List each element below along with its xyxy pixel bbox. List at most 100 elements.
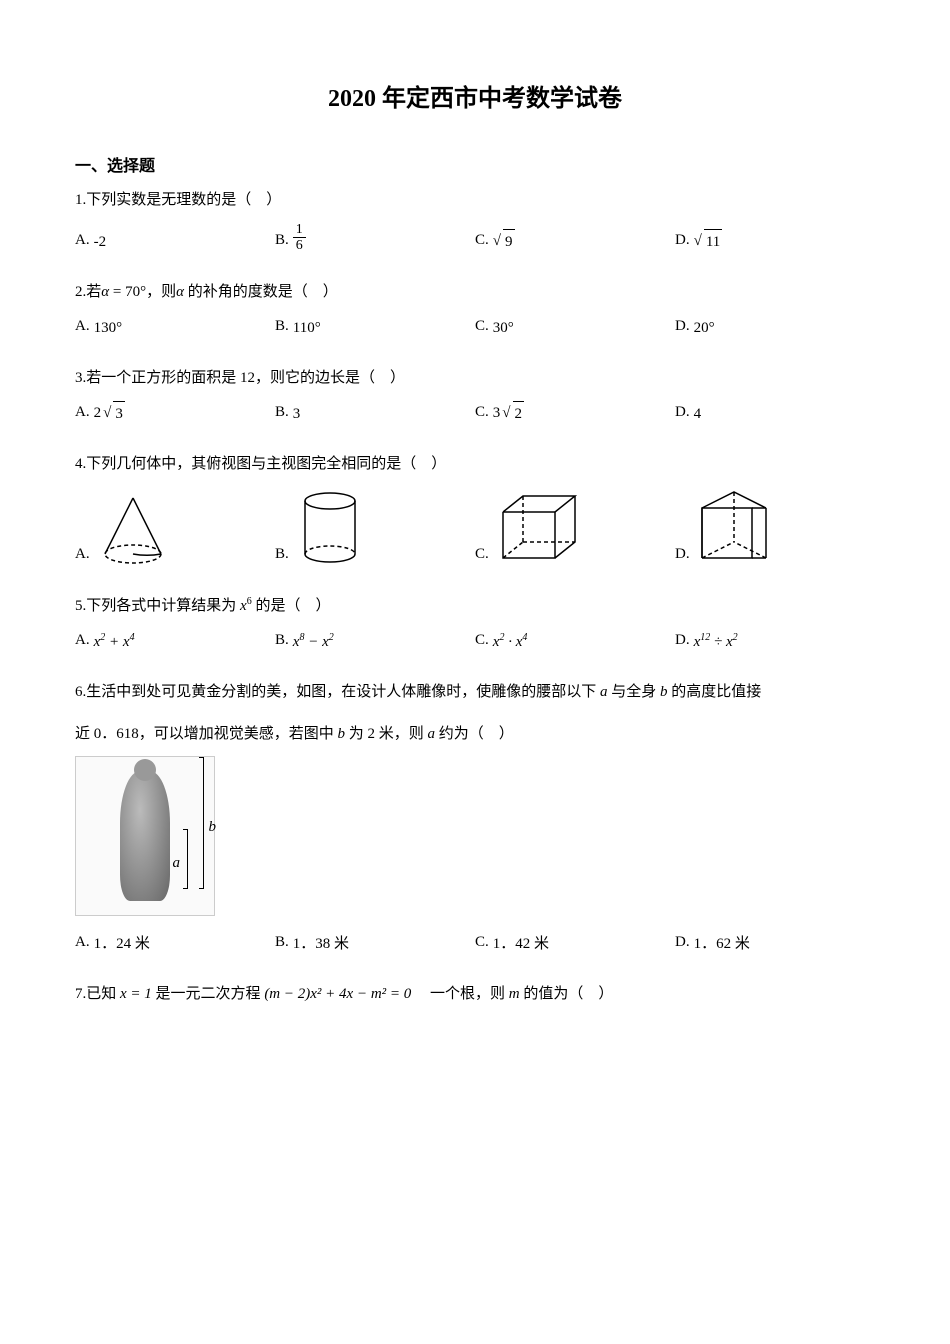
option-value: 1．62 米 xyxy=(694,932,750,956)
text: 近 0．618，可以增加视觉美感，若图中 xyxy=(75,726,334,742)
text: 的是（ ） xyxy=(255,598,330,614)
var-a: a xyxy=(600,684,608,700)
q1-stem: 1.下列实数是无理数的是（ ） xyxy=(75,188,875,212)
question-6: 6.生活中到处可见黄金分割的美，如图，在设计人体雕像时，使雕像的腰部以下 a 与… xyxy=(75,680,875,964)
question-4: 4.下列几何体中，其俯视图与主视图完全相同的是（ ） A. B. xyxy=(75,452,875,576)
option-letter: A. xyxy=(75,400,90,426)
q7-stem: 7.已知 x = 1 是一元二次方程 (m − 2)x² + 4x − m² =… xyxy=(75,982,875,1006)
cylinder-icon xyxy=(293,488,367,568)
option-B: B. 1 6 xyxy=(275,222,475,254)
option-value: 2√3 xyxy=(94,401,125,426)
option-value: 110° xyxy=(293,316,321,340)
text: 与全身 xyxy=(611,684,656,700)
q1-options: A. -2 B. 1 6 C. √9 D. √11 xyxy=(75,222,875,262)
coef: 3 xyxy=(493,401,501,425)
option-letter: A. xyxy=(75,314,90,340)
radicand: 3 xyxy=(113,401,125,426)
option-D: D.1．62 米 xyxy=(675,930,875,956)
option-letter: D. xyxy=(675,400,690,426)
option-C: C.30° xyxy=(475,314,675,340)
statue-box: b a xyxy=(75,756,215,916)
option-letter: A. xyxy=(75,628,90,654)
alpha: α xyxy=(176,284,184,300)
option-A: A.130° xyxy=(75,314,275,340)
var-a: a xyxy=(428,726,436,742)
q2-options: A.130° B.110° C.30° D.20° xyxy=(75,314,875,348)
q6-options: A.1．24 米 B.1．38 米 C.1．42 米 D.1．62 米 xyxy=(75,930,875,964)
label-a: a xyxy=(173,851,181,875)
expr: x12 ÷ x2 xyxy=(694,630,738,654)
q3-stem: 3.若一个正方形的面积是 12，则它的边长是（ ） xyxy=(75,366,875,390)
q6-stem-line1: 6.生活中到处可见黄金分割的美，如图，在设计人体雕像时，使雕像的腰部以下 a 与… xyxy=(75,680,875,704)
bracket-a xyxy=(183,829,188,889)
q4-options: A. B. xyxy=(75,486,875,576)
option-letter: A. xyxy=(75,542,90,568)
numerator: 1 xyxy=(293,222,306,238)
q3-options: A. 2√3 B.3 C. 3√2 D.4 xyxy=(75,400,875,434)
option-value: 4 xyxy=(694,402,702,426)
text: 7.已知 xyxy=(75,986,116,1002)
option-value: 3√2 xyxy=(493,401,524,426)
var-m: m xyxy=(509,986,520,1002)
option-letter: A. xyxy=(75,930,90,956)
question-7: 7.已知 x = 1 是一元二次方程 (m − 2)x² + 4x − m² =… xyxy=(75,982,875,1006)
option-value: 20° xyxy=(694,316,715,340)
text: 约为（ ） xyxy=(439,726,514,742)
text: 为 2 米，则 xyxy=(349,726,424,742)
cube-icon xyxy=(493,488,583,568)
option-B: B.3 xyxy=(275,400,475,426)
option-letter: D. xyxy=(675,228,690,254)
statue-figure: b a xyxy=(75,756,875,916)
text: ，则 xyxy=(146,284,176,300)
option-letter: D. xyxy=(675,628,690,654)
fraction: 1 6 xyxy=(293,222,306,254)
option-value: 130° xyxy=(94,316,123,340)
exponent: 6 xyxy=(247,596,252,607)
option-A: A. -2 xyxy=(75,222,275,254)
option-C: C. 3√2 xyxy=(475,400,675,426)
text: 的高度比值接 xyxy=(671,684,761,700)
text: 5.下列各式中计算结果为 xyxy=(75,598,236,614)
option-D: D. x12 ÷ x2 xyxy=(675,628,875,654)
option-letter: C. xyxy=(475,628,489,654)
var-b: b xyxy=(338,726,346,742)
option-C: C. x2 · x4 xyxy=(475,628,675,654)
question-5: 5.下列各式中计算结果为 x6 的是（ ） A. x2 + x4 B. x8 −… xyxy=(75,594,875,662)
bracket-b xyxy=(199,757,204,889)
option-letter: B. xyxy=(275,542,289,568)
text: 的值为（ ） xyxy=(523,986,613,1002)
question-1: 1.下列实数是无理数的是（ ） A. -2 B. 1 6 C. √9 D. √1… xyxy=(75,188,875,262)
option-value: 1．24 米 xyxy=(94,932,150,956)
option-B: B. x8 − x2 xyxy=(275,628,475,654)
option-C: C.1．42 米 xyxy=(475,930,675,956)
option-C: C. √9 xyxy=(475,222,675,254)
question-3: 3.若一个正方形的面积是 12，则它的边长是（ ） A. 2√3 B.3 C. … xyxy=(75,366,875,434)
option-letter: B. xyxy=(275,400,289,426)
text: 一个根，则 xyxy=(415,986,505,1002)
option-letter: B. xyxy=(275,930,289,956)
expr: x2 · x4 xyxy=(493,630,528,654)
option-A: A. 2√3 xyxy=(75,400,275,426)
cone-icon xyxy=(94,490,172,568)
option-letter: C. xyxy=(475,314,489,340)
eq-x1: x = 1 xyxy=(120,986,152,1002)
q6-stem-line2: 近 0．618，可以增加视觉美感，若图中 b 为 2 米，则 a 约为（ ） xyxy=(75,722,875,746)
text: 2.若 xyxy=(75,284,101,300)
section-header: 一、选择题 xyxy=(75,154,875,180)
option-letter: B. xyxy=(275,228,289,254)
option-A: A. xyxy=(75,490,275,568)
question-2: 2.若α = 70°，则α 的补角的度数是（ ） A.130° B.110° C… xyxy=(75,280,875,348)
option-letter: C. xyxy=(475,542,489,568)
option-letter: D. xyxy=(675,930,690,956)
text: 6.生活中到处可见黄金分割的美，如图，在设计人体雕像时，使雕像的腰部以下 xyxy=(75,684,596,700)
q4-stem: 4.下列几何体中，其俯视图与主视图完全相同的是（ ） xyxy=(75,452,875,476)
radicand: 11 xyxy=(704,229,722,254)
option-letter: C. xyxy=(475,228,489,254)
text: = 70° xyxy=(109,284,146,300)
option-letter: D. xyxy=(675,542,690,568)
expr: x8 − x2 xyxy=(293,630,334,654)
option-letter: C. xyxy=(475,930,489,956)
prism-icon xyxy=(694,486,772,568)
q5-options: A. x2 + x4 B. x8 − x2 C. x2 · x4 D. x12 … xyxy=(75,628,875,662)
sqrt: √11 xyxy=(694,229,723,254)
